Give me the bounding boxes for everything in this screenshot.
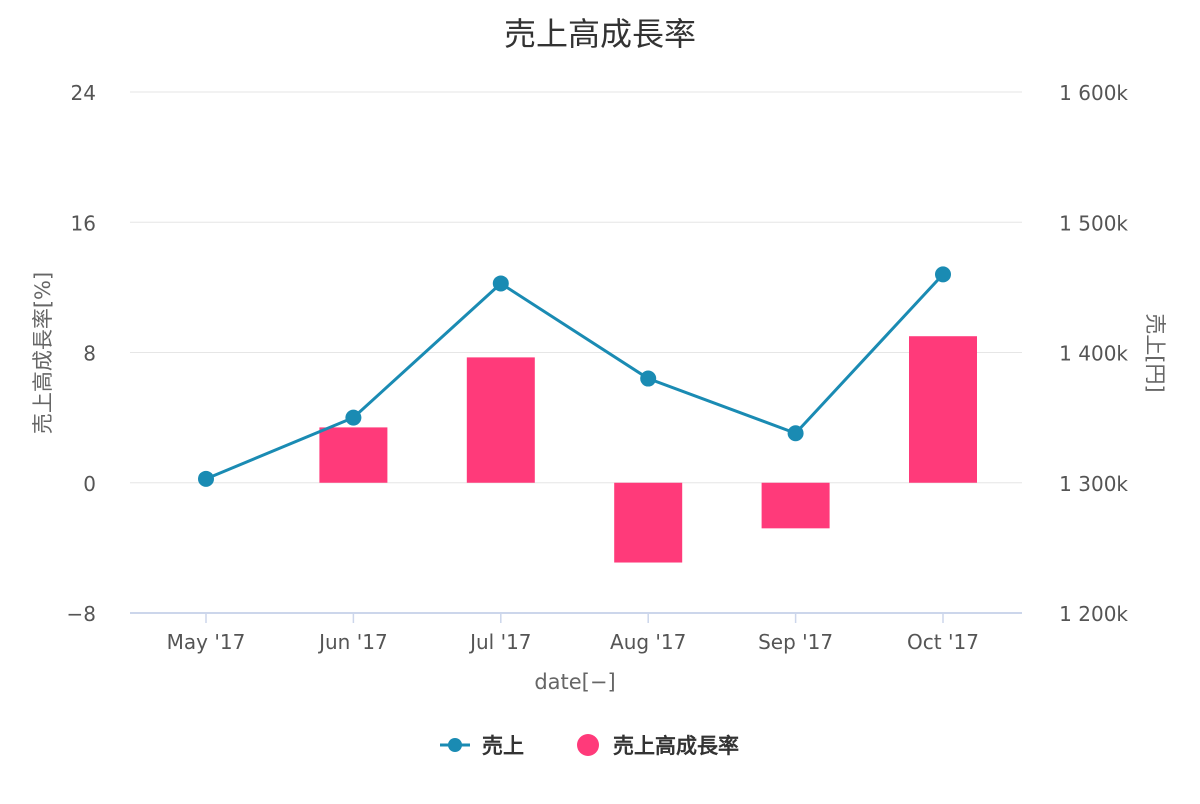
bar[interactable] (761, 482, 830, 529)
y-axis-right-title: 売上[円] (1143, 313, 1167, 392)
bar-series (319, 336, 977, 563)
x-tick-label: May '17 (167, 630, 246, 654)
x-tick-label: Aug '17 (610, 630, 686, 654)
y-left-tick-label: −8 (67, 602, 96, 626)
line-point[interactable] (640, 370, 657, 387)
axes: 24 16 8 0 −8 1 600k 1 500k 1 400k 1 300k 1 200k Ma… (67, 81, 1129, 654)
x-tick-label: Jun '17 (317, 630, 388, 654)
y-left-tick-label: 8 (83, 342, 96, 366)
y-right-tick-label: 1 400k (1059, 342, 1128, 366)
y-left-tick-label: 24 (71, 81, 96, 105)
legend: 売上 売上高成長率 (440, 734, 739, 758)
legend-label-sales: 売上 (482, 734, 524, 758)
legend-item-sales[interactable]: 売上 (440, 734, 524, 758)
line-point[interactable] (198, 470, 214, 487)
legend-label-growth-rate: 売上高成長率 (613, 734, 739, 758)
x-axis-title: date[−] (534, 670, 615, 694)
legend-marker-icon (448, 738, 462, 752)
chart-title: 売上高成長率 (504, 15, 696, 53)
y-right-tick-label: 1 500k (1059, 211, 1128, 235)
y-left-tick-label: 16 (71, 211, 96, 235)
y-right-tick-label: 1 300k (1059, 472, 1128, 496)
x-tick-label: Oct '17 (907, 630, 979, 654)
legend-item-growth-rate[interactable]: 売上高成長率 (577, 734, 739, 758)
x-tick-label: Jul '17 (468, 630, 531, 654)
y-right-tick-label: 1 600k (1059, 81, 1128, 105)
grid-lines (130, 91, 1022, 484)
bar[interactable] (614, 482, 683, 563)
x-tick-label: Sep '17 (758, 630, 833, 654)
line-point[interactable] (787, 425, 804, 442)
legend-dot-icon (577, 734, 599, 756)
bar[interactable] (909, 336, 977, 483)
line-series (198, 266, 951, 487)
y-right-tick-label: 1 200k (1059, 602, 1128, 626)
line-point[interactable] (492, 275, 509, 292)
bar[interactable] (319, 427, 388, 483)
bar[interactable] (466, 357, 535, 483)
y-left-tick-label: 0 (83, 472, 96, 496)
line-point[interactable] (345, 409, 362, 426)
y-axis-left-title: 売上高成長率[%] (31, 272, 55, 434)
sales-line (205, 273, 945, 481)
line-point[interactable] (935, 266, 951, 283)
